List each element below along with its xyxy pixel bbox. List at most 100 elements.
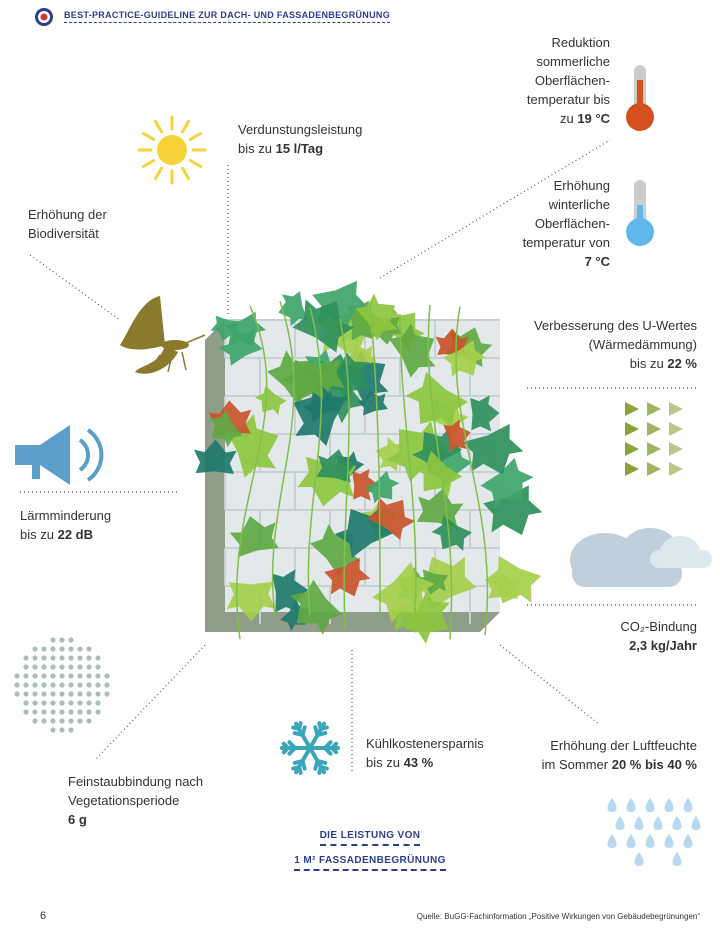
info-value-line: 2,3 kg/Jahr bbox=[620, 636, 697, 655]
info-label: Biodiversität bbox=[28, 224, 107, 243]
decoration bbox=[318, 761, 326, 763]
info-label: Verbesserung des U-Wertes bbox=[534, 316, 697, 335]
decoration bbox=[635, 816, 644, 830]
decoration bbox=[77, 709, 82, 714]
decoration bbox=[14, 673, 19, 678]
info-value-line: bis zu 15 l/Tag bbox=[238, 139, 362, 158]
decoration bbox=[86, 655, 91, 660]
decoration bbox=[669, 402, 683, 416]
decoration bbox=[86, 700, 91, 705]
info-label: Kühlkostenersparnis bbox=[366, 734, 484, 753]
decoration bbox=[50, 664, 55, 669]
info-label: CO₂-Bindung bbox=[620, 617, 697, 636]
decoration bbox=[86, 664, 91, 669]
info-prefix: im Sommer bbox=[542, 757, 608, 772]
decoration bbox=[647, 462, 661, 476]
decoration bbox=[41, 682, 46, 687]
decoration bbox=[684, 798, 693, 812]
decoration bbox=[319, 723, 321, 729]
center-title-2: 1 M² FASSADENBEGRÜNUNG bbox=[270, 855, 470, 866]
info-value-line: bis zu 43 % bbox=[366, 753, 484, 772]
decoration bbox=[50, 646, 55, 651]
decoration bbox=[616, 816, 625, 830]
decoration bbox=[86, 673, 91, 678]
decoration bbox=[625, 462, 639, 476]
decoration bbox=[669, 442, 683, 456]
decoration bbox=[50, 655, 55, 660]
decoration bbox=[647, 442, 661, 456]
decoration bbox=[41, 664, 46, 669]
info-label: winterliche bbox=[523, 195, 610, 214]
info-value-line: im Sommer 20 % bis 40 % bbox=[542, 755, 697, 774]
decoration bbox=[143, 161, 153, 167]
decoration bbox=[646, 798, 655, 812]
decoration bbox=[156, 121, 162, 131]
info-label: (Wärmedämmung) bbox=[534, 335, 697, 354]
decoration bbox=[41, 700, 46, 705]
decoration bbox=[183, 121, 189, 131]
decoration bbox=[654, 816, 663, 830]
info-prefix: zu bbox=[560, 111, 574, 126]
decoration bbox=[23, 673, 28, 678]
info-value: 7 °C bbox=[585, 254, 610, 269]
decoration bbox=[684, 834, 693, 848]
info-item: Erhöhung der Luftfeuchteim Sommer 20 % b… bbox=[542, 736, 697, 774]
decoration bbox=[68, 727, 73, 732]
decoration bbox=[50, 673, 55, 678]
decoration bbox=[41, 709, 46, 714]
decoration bbox=[86, 646, 91, 651]
decoration bbox=[156, 168, 162, 178]
decoration bbox=[635, 852, 644, 866]
decoration bbox=[95, 700, 100, 705]
info-value: 19 °C bbox=[577, 111, 610, 126]
decoration bbox=[50, 709, 55, 714]
decoration bbox=[59, 709, 64, 714]
info-label: Vegetationsperiode bbox=[68, 791, 203, 810]
decoration bbox=[50, 727, 55, 732]
decoration bbox=[625, 402, 639, 416]
info-value: 2,3 kg/Jahr bbox=[629, 638, 697, 653]
info-label: sommerliche bbox=[527, 52, 610, 71]
info-label: Erhöhung bbox=[523, 176, 610, 195]
decoration bbox=[77, 655, 82, 660]
decoration bbox=[14, 682, 19, 687]
decoration bbox=[59, 718, 64, 723]
header-title: BEST-PRACTICE-GUIDELINE ZUR DACH- UND FA… bbox=[64, 10, 390, 23]
info-value: 22 % bbox=[667, 356, 697, 371]
decoration bbox=[86, 682, 91, 687]
decoration bbox=[669, 462, 683, 476]
decoration bbox=[14, 691, 19, 696]
decoration bbox=[68, 718, 73, 723]
decoration bbox=[299, 767, 301, 773]
decoration bbox=[68, 700, 73, 705]
decoration bbox=[77, 646, 82, 651]
decoration bbox=[77, 664, 82, 669]
decoration bbox=[673, 852, 682, 866]
info-label: temperatur bis bbox=[527, 90, 610, 109]
info-label: temperatur von bbox=[523, 233, 610, 252]
decoration bbox=[59, 682, 64, 687]
decoration bbox=[32, 709, 37, 714]
decoration bbox=[692, 816, 701, 830]
info-value-line: bis zu 22 % bbox=[534, 354, 697, 373]
decoration bbox=[68, 691, 73, 696]
decoration bbox=[303, 761, 305, 769]
decoration bbox=[23, 664, 28, 669]
info-value: 15 l/Tag bbox=[276, 141, 323, 156]
decoration bbox=[95, 664, 100, 669]
decoration bbox=[315, 727, 317, 735]
info-item: ErhöhungwinterlicheOberflächen-temperatu… bbox=[523, 176, 610, 271]
info-value-line: zu 19 °C bbox=[527, 109, 610, 128]
decoration bbox=[41, 718, 46, 723]
decoration bbox=[50, 682, 55, 687]
decoration bbox=[190, 134, 200, 140]
decoration bbox=[68, 655, 73, 660]
info-item: CO₂-Bindung 2,3 kg/Jahr bbox=[620, 617, 697, 655]
decoration bbox=[32, 691, 37, 696]
info-label: Oberflächen- bbox=[523, 214, 610, 233]
center-title-1: DIE LEISTUNG VON bbox=[270, 830, 470, 841]
info-label: Erhöhung der Luftfeuchte bbox=[542, 736, 697, 755]
source: Quelle: BuGG-Fachinformation „Positive W… bbox=[417, 912, 700, 921]
